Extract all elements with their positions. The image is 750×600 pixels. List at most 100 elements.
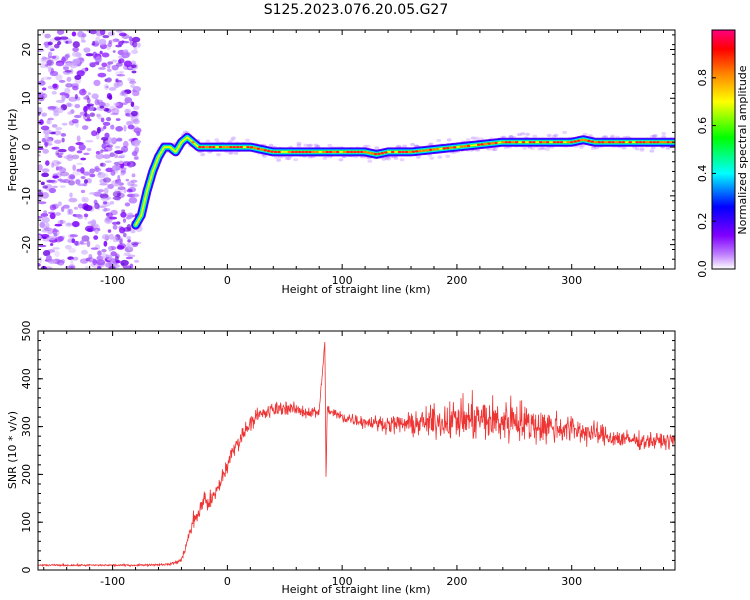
noise-blob [39,221,46,228]
noise-blob [130,229,136,234]
noise-blob [102,34,110,39]
noise-blob [133,241,142,245]
spectral-halo [492,147,498,152]
noise-blob [59,36,69,40]
noise-blob [48,51,53,57]
trace-peak-dot [390,150,395,154]
noise-blob [57,166,63,170]
trace-peak-dot [425,149,429,152]
noise-blob [88,254,93,260]
noise-blob [72,47,79,52]
noise-blob [95,56,102,62]
trace-peak-dot [418,149,423,153]
noise-blob [46,59,54,66]
noise-blob [83,105,88,113]
trace-peak-dot [655,141,660,144]
noise-blob [70,258,74,265]
noise-blob [54,223,63,227]
noise-blob [79,111,87,116]
noise-blob [72,41,80,48]
noise-blob [105,212,110,216]
spectral-halo [445,154,451,158]
noise-blob [101,62,108,68]
noise-blob [96,126,101,134]
noise-blob [51,159,60,167]
spectral-halo [446,138,452,142]
noise-blob [95,36,101,42]
noise-blob [64,222,73,228]
spectral-halo [553,133,559,137]
noise-blob [51,162,55,168]
noise-blob [106,212,113,218]
noise-blob [60,133,67,137]
trace-peak-dot [642,141,646,144]
noise-blob [68,248,77,254]
noise-blob [116,30,123,33]
noise-blob [120,173,125,177]
noise-blob [47,249,56,253]
noise-blob [122,218,127,223]
noise-blob [60,171,70,177]
colorbar-ticks: 0.0 0.2 0.4 0.6 0.8 [696,69,716,278]
noise-blob [100,149,104,154]
noise-blob [79,88,87,96]
noise-blob [89,112,95,117]
noise-blob [91,130,98,137]
noise-blob [112,196,122,201]
noise-blob [121,90,125,96]
noise-blob [107,31,115,37]
spectral-halo [214,138,220,142]
spectrogram-y-tick-label: 10 [20,91,33,105]
trace-peak-dot [297,150,302,154]
spectral-halo [621,146,627,150]
noise-blob [130,241,139,246]
colorbar: 0.0 0.2 0.4 0.6 0.8 Normalized spectral ampl… [696,29,749,278]
noise-blob [105,85,109,89]
noise-blob [69,175,76,179]
noise-blob [80,157,87,161]
noise-blob [49,242,54,247]
trace-peak-dot [211,145,216,149]
noise-blob [99,50,103,55]
noise-blob [106,196,111,200]
noise-blob [52,175,60,179]
noise-blob [93,54,102,61]
noise-blob [44,141,48,148]
noise-blob [38,234,42,240]
trace-peak-dot [545,141,550,144]
noise-blob [132,105,140,111]
noise-blob [83,113,87,120]
noise-blob [63,66,70,71]
trace-peak-dot [304,150,309,154]
noise-blob [124,108,132,114]
trace-peak-dot [311,150,316,154]
spectral-halo [365,144,371,149]
noise-blob [76,168,82,172]
noise-blob [120,170,126,175]
noise-blob [123,60,133,67]
noise-blob [59,219,64,225]
snr-panel: -100 0 100 200 300 0 100 200 300 400 500 Height o… [6,321,676,596]
noise-blob [81,249,88,255]
noise-blob [131,173,136,178]
noise-blob [69,192,73,198]
noise-blob [66,222,73,226]
noise-blob [58,79,66,83]
noise-blob [64,265,74,269]
trace-peak-dot [198,145,202,149]
spectral-halo [233,151,239,155]
noise-blob [71,238,76,244]
spectrogram-plot-area [38,30,675,269]
noise-blob [93,79,101,87]
noise-blob [130,179,138,183]
colorbar-tick-label: 0.0 [696,260,709,278]
spectral-halo [546,133,552,138]
trace-peak-dot [411,150,416,153]
noise-blob [121,161,131,167]
noise-blob [103,145,113,152]
trace-peak-dot [611,141,615,144]
trace-peak-dot [277,150,281,154]
snr-y-ticks: 0 100 200 300 400 500 [20,321,675,574]
noise-blob [49,204,57,211]
trace-peak-dot [291,150,295,154]
